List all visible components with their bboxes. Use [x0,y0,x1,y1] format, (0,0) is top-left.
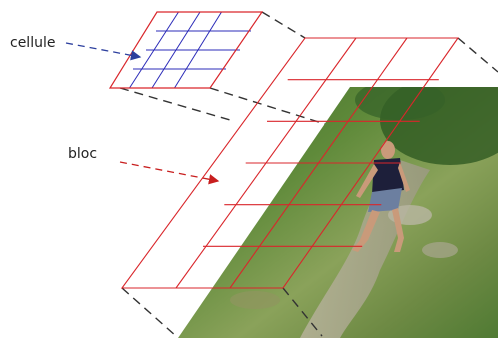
cell-arrow-icon [65,42,142,61]
block-label: bloc [68,146,97,162]
block-annotation: bloc [68,146,220,185]
person-walking-icon [352,141,410,252]
block-arrow-icon [119,161,220,185]
block-grid [120,37,460,289]
cell-label: cellule [10,35,55,51]
cell-annotation: cellule [10,35,142,61]
photo [178,87,498,338]
cell-grid [108,11,264,89]
projection-guides [119,11,498,337]
